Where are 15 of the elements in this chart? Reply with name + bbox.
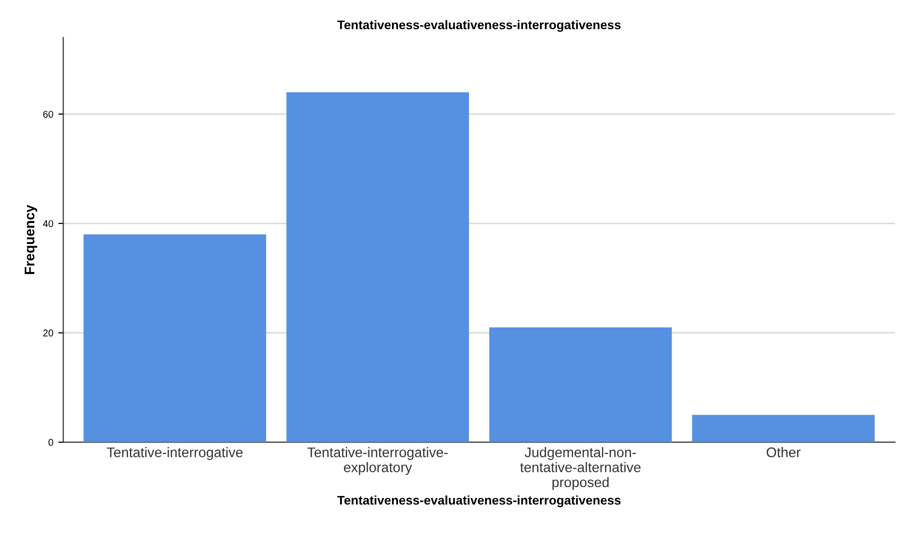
y-tick-label: 60 (43, 110, 54, 118)
bar (489, 327, 672, 442)
y-tick-label: 40 (42, 220, 54, 228)
x-tick-label: Other (766, 447, 801, 458)
y-tick-label: 20 (43, 330, 54, 336)
bar (84, 234, 266, 442)
y-tick-label: 0 (48, 438, 54, 446)
x-tick-label: Judgemental-non- tentative-alternative proposed (520, 447, 641, 490)
bar (692, 414, 875, 442)
bar (286, 92, 469, 442)
x-tick-label: Tentative-interrogative (106, 447, 243, 460)
chart-title: Tentativeness-evaluativeness-interrogativeness (337, 20, 621, 32)
x-axis-title: Tentativeness-evaluativeness-interrogativeness (337, 495, 621, 508)
y-axis-title: Frequency (24, 204, 38, 274)
x-tick-label: Tentative-interrogative- exploratory (307, 447, 448, 475)
